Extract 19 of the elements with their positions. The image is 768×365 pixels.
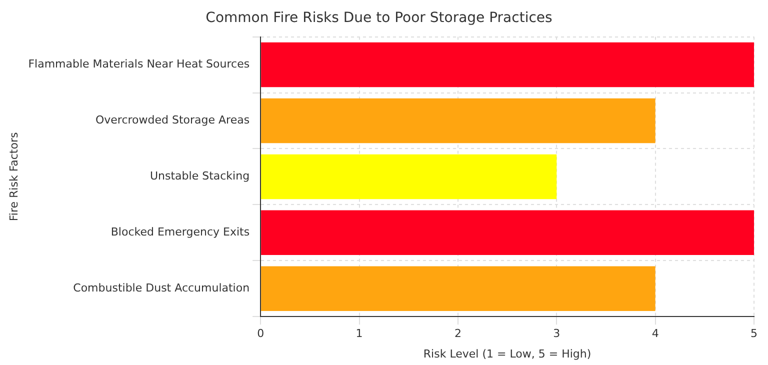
y-tick-label: Blocked Emergency Exits bbox=[110, 226, 250, 239]
x-tick-label: 0 bbox=[257, 327, 264, 340]
x-tick-label: 1 bbox=[356, 327, 363, 340]
bar bbox=[261, 42, 754, 88]
y-tick-label: Overcrowded Storage Areas bbox=[95, 114, 250, 127]
x-tick-label: 4 bbox=[652, 327, 659, 340]
y-tick-label: Unstable Stacking bbox=[150, 170, 250, 183]
bar bbox=[261, 210, 754, 256]
y-tick-label: Combustible Dust Accumulation bbox=[73, 281, 250, 294]
x-tick-label: 2 bbox=[454, 327, 462, 340]
bar bbox=[261, 266, 656, 312]
bar bbox=[261, 98, 656, 144]
chart-title: Common Fire Risks Due to Poor Storage Practices bbox=[206, 10, 552, 26]
bar bbox=[261, 154, 557, 200]
y-tick-label: Flammable Materials Near Heat Sources bbox=[28, 58, 250, 71]
y-axis-title: Fire Risk Factors bbox=[7, 132, 20, 222]
x-tick-label: 5 bbox=[750, 327, 758, 340]
x-axis-title: Risk Level (1 = Low, 5 = High) bbox=[423, 347, 592, 360]
x-tick-label: 3 bbox=[553, 327, 560, 340]
